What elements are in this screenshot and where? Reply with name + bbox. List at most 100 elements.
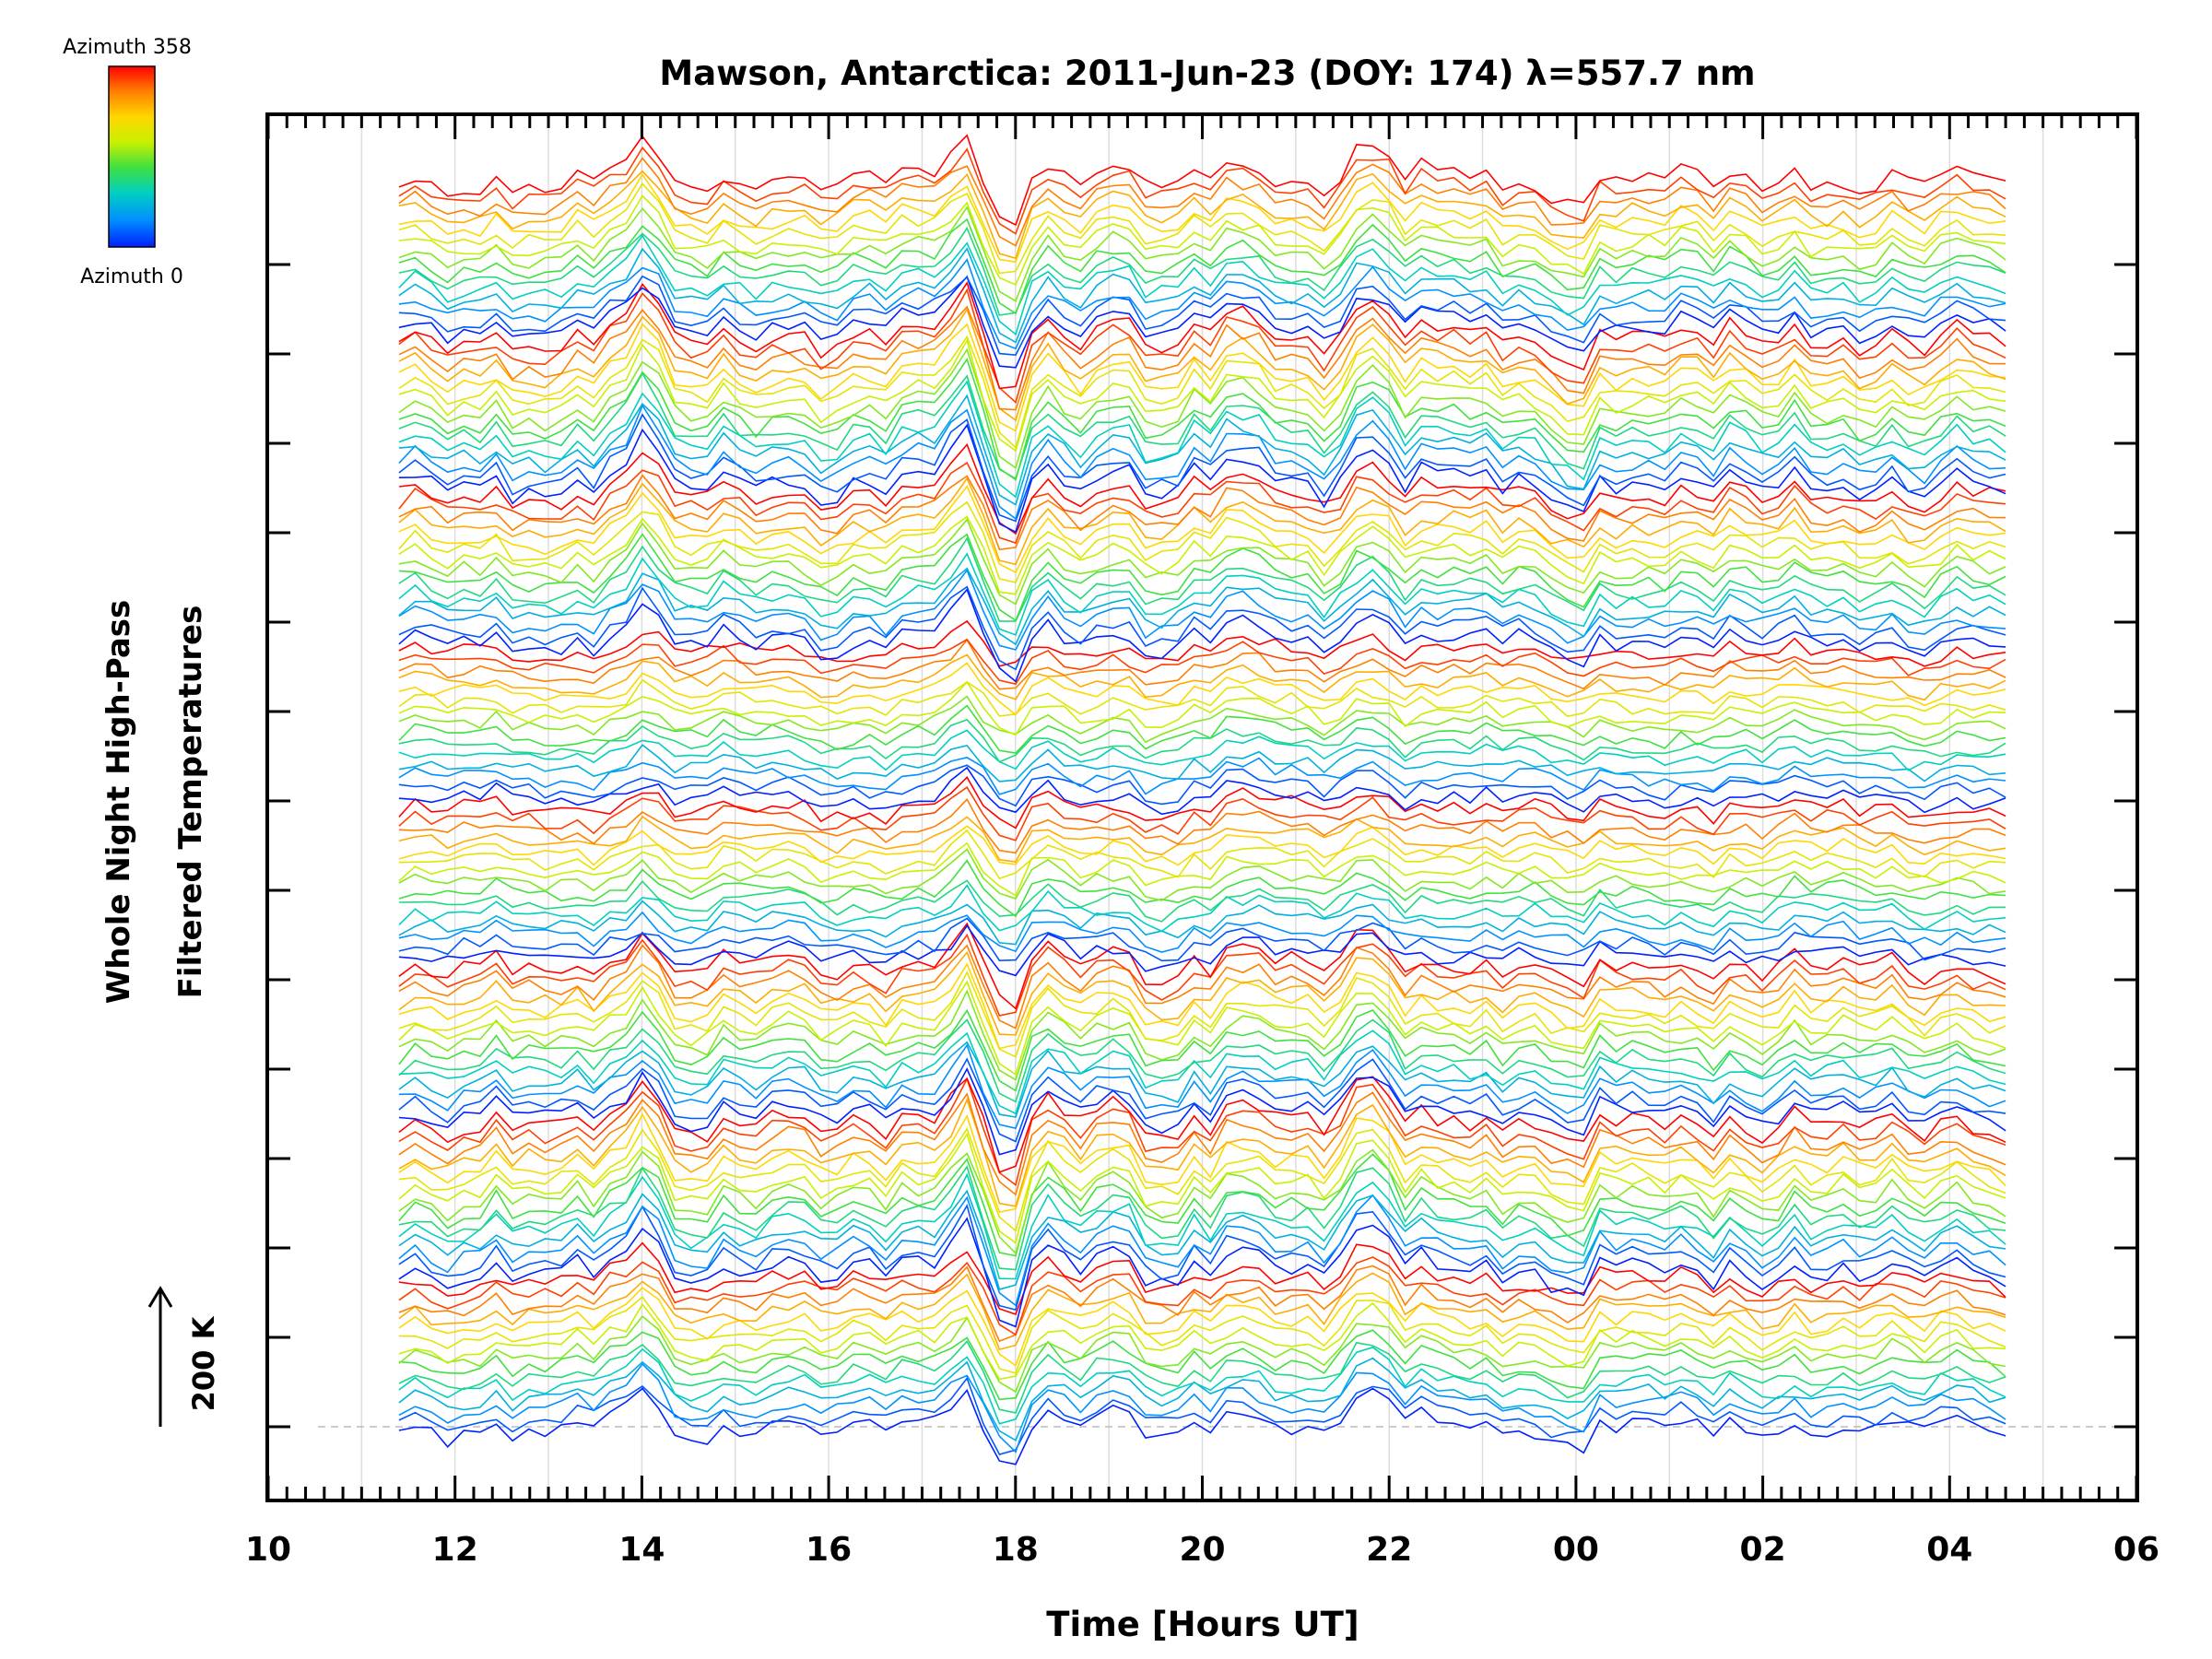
series-line xyxy=(398,680,2006,736)
series-line xyxy=(398,1172,2006,1280)
series-line xyxy=(398,347,2006,470)
series-line xyxy=(398,764,2006,807)
series-line xyxy=(398,1346,2006,1425)
series-line xyxy=(398,380,2006,499)
series-line xyxy=(398,1112,2006,1214)
series-line xyxy=(398,638,2006,690)
series-line xyxy=(398,848,2006,901)
series-line xyxy=(398,962,2006,1050)
series-line xyxy=(398,917,2006,962)
series-line xyxy=(398,841,2006,897)
series-line xyxy=(398,462,2006,545)
series-line xyxy=(398,1272,2006,1351)
series-line xyxy=(398,1066,2006,1156)
series-line xyxy=(398,585,2006,671)
x-tick-label: 22 xyxy=(1366,1531,1412,1569)
series-line xyxy=(398,989,2006,1081)
series-line xyxy=(398,170,2006,260)
series-line xyxy=(398,757,2006,795)
x-tick-label: 10 xyxy=(245,1531,291,1569)
series-line xyxy=(398,218,2006,315)
x-tick-label: 02 xyxy=(1740,1531,1786,1569)
series-line xyxy=(398,1098,2006,1207)
colorbar-top-label: Azimuth 358 xyxy=(63,36,192,59)
series-line xyxy=(398,900,2006,946)
series-line xyxy=(398,619,2006,667)
scale-arrow-icon xyxy=(147,1286,173,1427)
series-line xyxy=(398,206,2006,302)
series-line xyxy=(398,653,2006,701)
y-axis-label-line1: Whole Night High-Pass xyxy=(100,600,137,1005)
series-line xyxy=(398,704,2006,754)
series-line xyxy=(398,500,2006,583)
series-line xyxy=(398,515,2006,595)
series-line xyxy=(398,933,2006,1017)
x-tick-label: 04 xyxy=(1926,1531,1972,1569)
series-line xyxy=(398,744,2006,782)
x-tick-label: 00 xyxy=(1553,1531,1599,1569)
series-line xyxy=(398,1127,2006,1232)
series-line xyxy=(398,1091,2006,1196)
series-line xyxy=(398,1077,2006,1186)
series-line xyxy=(398,194,2006,287)
series-line xyxy=(398,980,2006,1077)
series-line xyxy=(398,234,2006,336)
chart-title: Mawson, Antarctica: 2011-Jun-23 (DOY: 17… xyxy=(659,53,1755,93)
series-line xyxy=(398,1041,2006,1118)
series-line xyxy=(398,423,2006,534)
series-line xyxy=(398,518,2006,606)
series-line xyxy=(398,911,2006,953)
series-line xyxy=(398,662,2006,716)
series-line xyxy=(398,567,2006,646)
series-line xyxy=(398,1204,2006,1312)
series-line xyxy=(398,338,2006,453)
series-line xyxy=(398,1357,2006,1441)
series-line xyxy=(398,884,2006,933)
series-line xyxy=(398,1057,2006,1143)
series-line xyxy=(398,335,2006,450)
series-line xyxy=(398,775,2006,830)
axis-ticks xyxy=(266,115,2138,1500)
series-line xyxy=(398,879,2006,923)
series-line xyxy=(398,1153,2006,1257)
series-line xyxy=(398,552,2006,636)
series-line xyxy=(398,305,2006,411)
series-line xyxy=(398,971,2006,1058)
series-line xyxy=(398,134,2006,227)
colorbar xyxy=(108,65,156,248)
series-line xyxy=(398,924,2006,977)
series-line xyxy=(398,1362,2006,1453)
x-tick-label: 18 xyxy=(993,1531,1039,1569)
series-line xyxy=(398,1387,2006,1465)
series-line xyxy=(398,247,2006,344)
series-line xyxy=(398,1076,2006,1173)
series-line xyxy=(398,1329,2006,1401)
series-line xyxy=(398,281,2006,390)
series-line xyxy=(398,1043,2006,1130)
series-line xyxy=(398,638,2006,686)
series-line xyxy=(398,815,2006,863)
series-line xyxy=(398,1301,2006,1381)
series-line xyxy=(398,1189,2006,1290)
series-line xyxy=(398,588,2006,683)
series-line xyxy=(398,226,2006,316)
series-line xyxy=(398,1148,2006,1255)
series-line xyxy=(398,1241,2006,1316)
series-line xyxy=(398,1008,2006,1092)
series-line xyxy=(398,766,2006,816)
series-line xyxy=(398,1194,2006,1307)
series-line xyxy=(398,1287,2006,1367)
series-line xyxy=(398,157,2006,247)
series-line xyxy=(398,1296,2006,1374)
series-line xyxy=(398,275,2006,357)
series-line xyxy=(398,1256,2006,1336)
x-tick-label: 06 xyxy=(2113,1531,2159,1569)
series-group xyxy=(398,134,2006,1465)
series-line xyxy=(398,825,2006,866)
series-line xyxy=(398,371,2006,480)
series-line xyxy=(398,922,2006,1010)
series-line xyxy=(398,1018,2006,1103)
series-line xyxy=(398,288,2006,405)
series-line xyxy=(398,258,2006,350)
series-line xyxy=(398,146,2006,235)
